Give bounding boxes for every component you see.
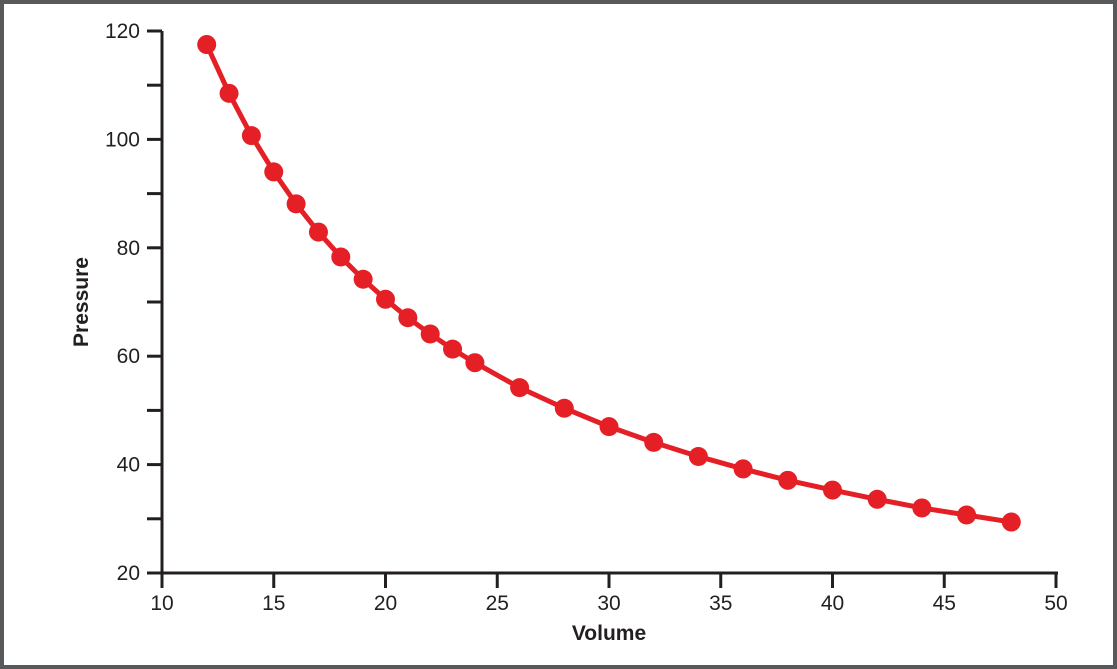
x-tick-label: 50 [1044, 592, 1067, 615]
data-point [420, 324, 440, 344]
data-point [823, 480, 842, 500]
x-tick-label: 10 [150, 592, 173, 615]
y-axis-title: Pressure [70, 257, 93, 347]
data-point [286, 194, 306, 214]
data-point [331, 247, 351, 267]
data-point [957, 505, 977, 525]
y-tick-label: 100 [105, 128, 140, 151]
data-point [733, 459, 753, 479]
data-point [688, 446, 708, 466]
data-point [778, 470, 798, 490]
data-point [219, 83, 239, 103]
data-point [867, 489, 887, 509]
x-tick-label: 35 [709, 592, 732, 615]
data-point [376, 289, 395, 309]
data-point [197, 35, 217, 55]
data-point [510, 378, 530, 398]
data-point [912, 498, 932, 518]
x-tick-label: 30 [597, 592, 620, 615]
data-point [264, 162, 284, 182]
data-point [465, 353, 485, 373]
x-tick-label: 20 [374, 592, 397, 615]
data-point [644, 432, 664, 452]
data-point [398, 308, 418, 328]
data-series [197, 35, 1021, 532]
data-point [599, 417, 619, 437]
x-tick-label: 45 [933, 592, 956, 615]
x-tick-label: 40 [821, 592, 844, 615]
data-point [443, 339, 463, 359]
data-point [308, 222, 328, 242]
y-tick-label: 40 [117, 454, 140, 477]
axes: 10 15 20 25 30 35 40 45 50 20 40 60 80 100 120 [105, 20, 1068, 615]
data-point [353, 269, 373, 289]
series-line [204, 42, 1014, 525]
y-tick-label: 80 [117, 237, 140, 260]
x-tick-label: 25 [486, 592, 509, 615]
x-axis-title: Volume [572, 622, 646, 645]
data-point [554, 398, 574, 418]
data-point [1001, 512, 1021, 532]
y-tick-label: 20 [117, 562, 140, 585]
y-tick-label: 120 [105, 20, 140, 43]
x-tick-label: 15 [262, 592, 285, 615]
data-point [241, 126, 261, 146]
y-tick-label: 60 [117, 345, 140, 368]
